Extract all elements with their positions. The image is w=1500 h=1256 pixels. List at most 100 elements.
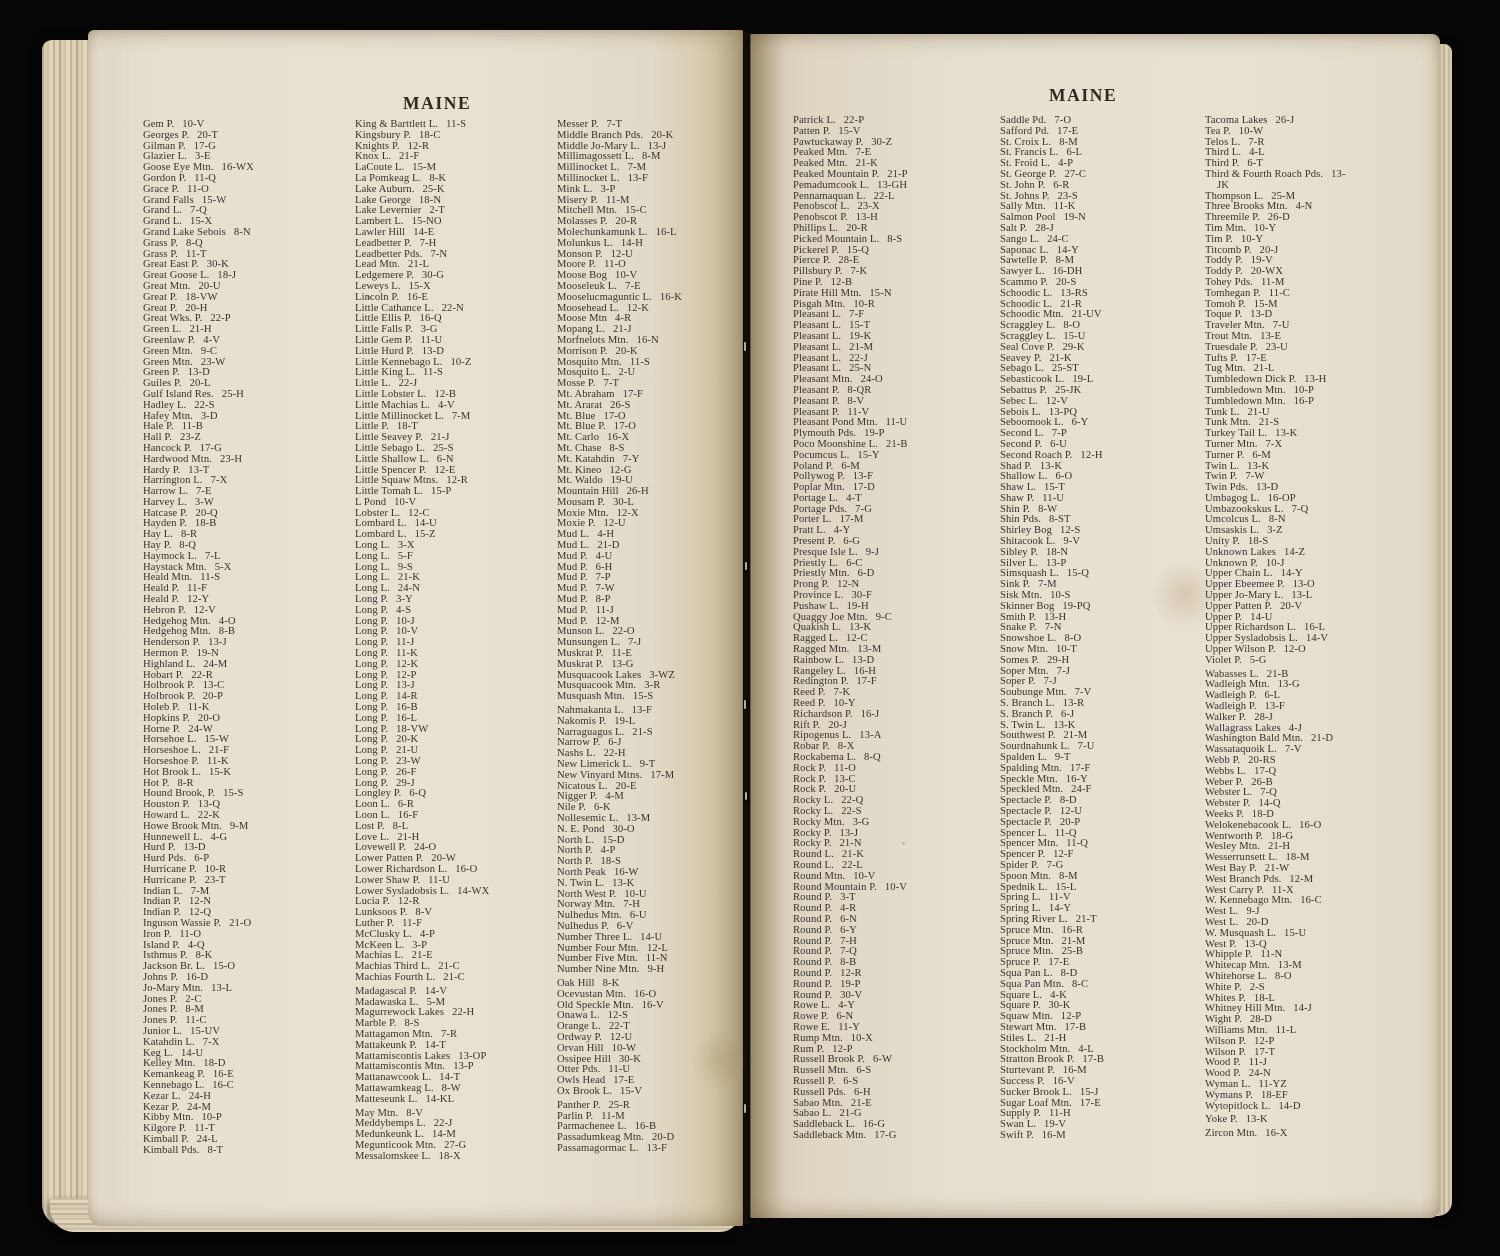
index-entry: Longley P. 6-Q	[355, 789, 555, 800]
grid-code: 10-Y	[833, 698, 856, 710]
place-name: Rowe L.	[793, 1000, 831, 1012]
place-name: Little Ellis P.	[355, 313, 412, 325]
place-name: Pleasant P.	[793, 406, 840, 418]
place-name: Pleasant L.	[793, 320, 842, 332]
place-name: Long P.	[355, 756, 389, 768]
index-entry: Wilson P. 12-P	[1205, 1036, 1357, 1048]
place-name: Scraggley L.	[1000, 320, 1056, 332]
grid-code: 19-N	[196, 648, 219, 660]
grid-code: 18-S	[600, 856, 621, 868]
index-entry: Onawa L. 12-S	[557, 1010, 757, 1022]
place-name: Squa Pan Mtn.	[1000, 978, 1064, 990]
place-name: Kezar P.	[143, 1101, 180, 1113]
index-entry: Long L. 21-K	[355, 573, 555, 584]
place-name: Spring L.	[1000, 892, 1041, 904]
place-name: Third & Fourth Roach Pds.	[1205, 168, 1324, 180]
place-name: St. Johns P.	[1000, 190, 1050, 202]
place-name: Megunticook Mtn.	[355, 1139, 437, 1151]
index-entry: Long P. 12-P	[355, 670, 555, 682]
place-name: Tumbledown Mtn.	[1205, 395, 1286, 407]
index-entry: S. Branch L. 13-R	[1000, 698, 1200, 710]
index-entry: Kilgore P. 11-T	[143, 1123, 348, 1135]
index-entry: Seboomook L. 6-Y	[1000, 417, 1200, 429]
place-name: Quakish L.	[793, 622, 842, 634]
index-entry: Lake Auburn. 25-K	[355, 184, 555, 196]
grid-code: 7-T	[606, 119, 623, 130]
place-name: West Carry P.	[1205, 884, 1265, 896]
grid-code: 13-PQ	[1048, 406, 1078, 418]
index-entry: Goose Eye Mtn. 16-WX	[143, 162, 348, 174]
place-name: Houston P.	[143, 799, 190, 811]
grid-code: 9-M	[229, 820, 249, 832]
index-entry: Kemankeag P. 16-E	[143, 1069, 348, 1081]
index-entry: Moosehead L. 12-K	[557, 303, 757, 315]
grid-code: 6-P	[194, 853, 210, 865]
place-name: Mattamiscontis Mtn.	[355, 1061, 446, 1073]
index-entry: Smith P. 13-H	[1000, 612, 1200, 624]
place-name: Little L.	[355, 378, 391, 390]
index-entry: Morrison P. 20-K	[557, 346, 757, 358]
index-entry: Passamagormac L. 13-F	[557, 1143, 757, 1155]
index-entry: Wight P. 28-D	[1205, 1014, 1357, 1026]
index-entry: Oak Hill 8-K	[557, 978, 757, 990]
grid-code: 9-C	[875, 611, 892, 623]
index-entry: Quaggy Joe Mtn. 9-C	[793, 611, 998, 624]
grid-code: 14-Y	[1048, 903, 1072, 915]
place-name: Lower Shaw P.	[355, 874, 421, 886]
grid-code: 7-Q	[190, 205, 207, 217]
place-name: McClusky L.	[355, 928, 413, 940]
place-name: Lower Richardson L.	[355, 863, 448, 875]
index-entry: Howard L. 22-K	[143, 810, 348, 822]
index-entry: Spring L. 14-Y	[1000, 903, 1200, 915]
place-name: Shad P.	[1000, 460, 1032, 472]
place-name: Pine P.	[793, 276, 823, 288]
grid-code: 7-O	[1054, 115, 1072, 126]
grid-code: 8-W	[1038, 503, 1058, 515]
grid-code: 21-U	[396, 745, 419, 757]
place-name: Rowe E.	[793, 1021, 831, 1033]
index-entry: Sebago L. 25-ST	[1000, 363, 1200, 375]
place-name: Indian L.	[143, 885, 183, 897]
place-name: Third P.	[1205, 158, 1240, 170]
index-entry: Horsehoe L. 15-W	[143, 735, 348, 746]
place-name: Round L.	[793, 859, 834, 871]
place-name: Grass P.	[143, 237, 178, 249]
place-name: Mattamiscontis Lakes	[355, 1050, 451, 1062]
place-name: Kelley Mtn.	[143, 1058, 196, 1070]
index-entry: Unity P. 18-S	[1205, 536, 1357, 548]
place-name: Henderson P.	[143, 637, 201, 649]
place-name: Round Mtn.	[793, 870, 846, 882]
grid-code: 13-M	[626, 813, 651, 824]
place-name: Tacoma Lakes	[1205, 115, 1268, 126]
index-group: Yoke P. 13-K	[1205, 1114, 1357, 1126]
index-entry: West P. 13-Q	[1205, 938, 1357, 951]
grid-code: 12-V	[193, 604, 216, 616]
place-name: Presque Isle L.	[793, 546, 858, 558]
index-entry: Pleasant L. 19-K	[793, 331, 998, 343]
index-entry: Rowe P. 6-N	[793, 1011, 998, 1023]
index-entry: Kimball P. 24-L	[143, 1134, 348, 1146]
place-name: West P.	[1205, 938, 1237, 950]
index-entry: Mt. Waldo 19-U	[557, 475, 757, 487]
grid-code: 11-M	[1260, 276, 1285, 288]
index-entry: Ordway P. 12-U	[557, 1032, 757, 1044]
index-entry: West L. 9-J	[1205, 906, 1357, 918]
place-name: Musquash Mtn.	[557, 691, 625, 703]
grid-code: 17-E	[1245, 352, 1267, 364]
grid-code: 6-M	[1252, 449, 1271, 461]
index-entry: Scraggley L. 15-U	[1000, 331, 1200, 343]
grid-code: 8-O	[1064, 633, 1082, 645]
place-name: Great East P.	[143, 259, 199, 271]
index-entry: Mud L. 21-D	[557, 540, 757, 552]
index-entry: Mousam P. 30-L	[557, 497, 757, 509]
index-entry: Hay P. 8-Q	[143, 540, 348, 552]
index-entry: Green Mtn. 23-W	[143, 357, 348, 369]
place-name: Sally Mtn.	[1000, 201, 1046, 213]
grid-code: 12-R	[397, 896, 420, 908]
grid-code: 20-J	[828, 719, 847, 731]
grid-code: 15-K	[209, 766, 232, 778]
grid-code: 2-S	[1249, 981, 1265, 993]
index-entry: Orvan Hill 10-W	[557, 1043, 757, 1055]
place-name: Kimball Pds.	[143, 1144, 200, 1156]
place-name: Little Seavey P.	[355, 432, 423, 444]
